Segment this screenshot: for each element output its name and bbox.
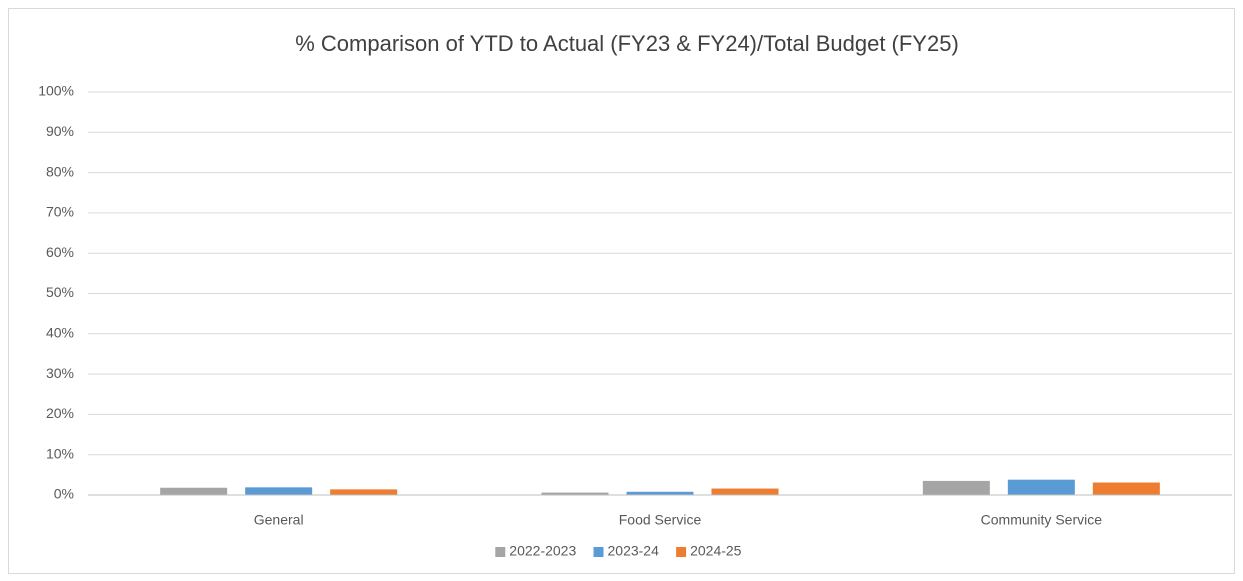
bar — [626, 491, 694, 495]
y-tick-label: 80% — [46, 163, 74, 179]
bar — [541, 492, 609, 495]
bar — [1007, 479, 1075, 495]
y-tick-label: 20% — [46, 405, 74, 421]
y-tick-label: 30% — [46, 365, 74, 381]
x-tick-label: General — [254, 512, 304, 528]
chart-title: % Comparison of YTD to Actual (FY23 & FY… — [295, 31, 959, 56]
bar — [711, 488, 779, 495]
legend-swatch — [495, 547, 506, 557]
legend-swatch — [676, 547, 687, 557]
y-tick-label: 60% — [46, 244, 74, 260]
bar — [245, 487, 313, 495]
bar — [330, 489, 398, 495]
y-tick-label: 40% — [46, 325, 74, 341]
y-tick-label: 90% — [46, 123, 74, 139]
bar — [160, 487, 228, 495]
legend-label: 2022-2023 — [509, 543, 576, 559]
y-tick-label: 100% — [38, 83, 74, 99]
legend-swatch — [593, 547, 604, 557]
bar — [922, 480, 990, 495]
y-tick-label: 10% — [46, 445, 74, 461]
x-tick-label: Food Service — [619, 512, 702, 528]
y-tick-label: 50% — [46, 284, 74, 300]
y-tick-label: 0% — [54, 486, 74, 502]
legend-label: 2024-25 — [690, 543, 742, 559]
chart-border — [8, 8, 1235, 574]
legend-label: 2023-24 — [608, 543, 660, 559]
bar — [1092, 482, 1160, 495]
y-tick-label: 70% — [46, 204, 74, 220]
x-tick-label: Community Service — [981, 512, 1103, 528]
